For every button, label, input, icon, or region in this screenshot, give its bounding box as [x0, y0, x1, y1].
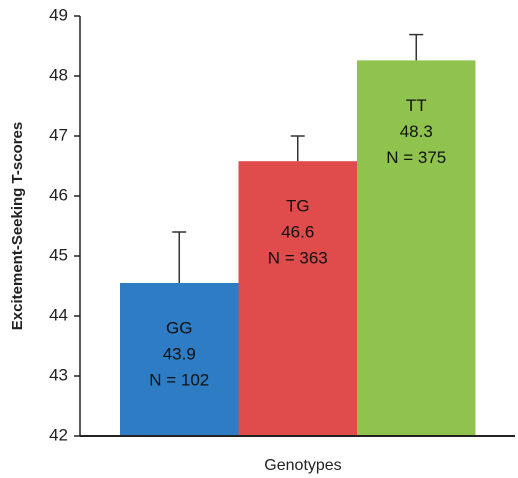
bar-category: TT [406, 96, 427, 115]
y-tick-label: 45 [49, 245, 68, 264]
bar-n-label: N = 375 [386, 148, 446, 167]
bar-n-label: N = 363 [268, 249, 328, 268]
y-tick-label: 44 [49, 305, 68, 324]
bar [357, 60, 476, 437]
y-tick-label: 43 [49, 365, 68, 384]
bar-n-label: N = 102 [149, 370, 209, 389]
bar-mean-label: 48.3 [400, 122, 433, 141]
bar-category: TG [286, 197, 310, 216]
y-axis-label: Excitement-Seeking T-scores [9, 122, 26, 330]
x-axis-label: Genotypes [264, 457, 341, 474]
y-tick-label: 48 [49, 65, 68, 84]
y-tick-label: 49 [49, 5, 68, 24]
bar-mean-label: 46.6 [281, 223, 314, 242]
bar [120, 283, 239, 436]
bar-category: GG [166, 318, 192, 337]
y-tick-label: 46 [49, 185, 68, 204]
y-tick-label: 47 [49, 125, 68, 144]
y-tick-label: 42 [49, 425, 68, 444]
bar [238, 161, 357, 436]
bar-mean-label: 43.9 [163, 344, 196, 363]
